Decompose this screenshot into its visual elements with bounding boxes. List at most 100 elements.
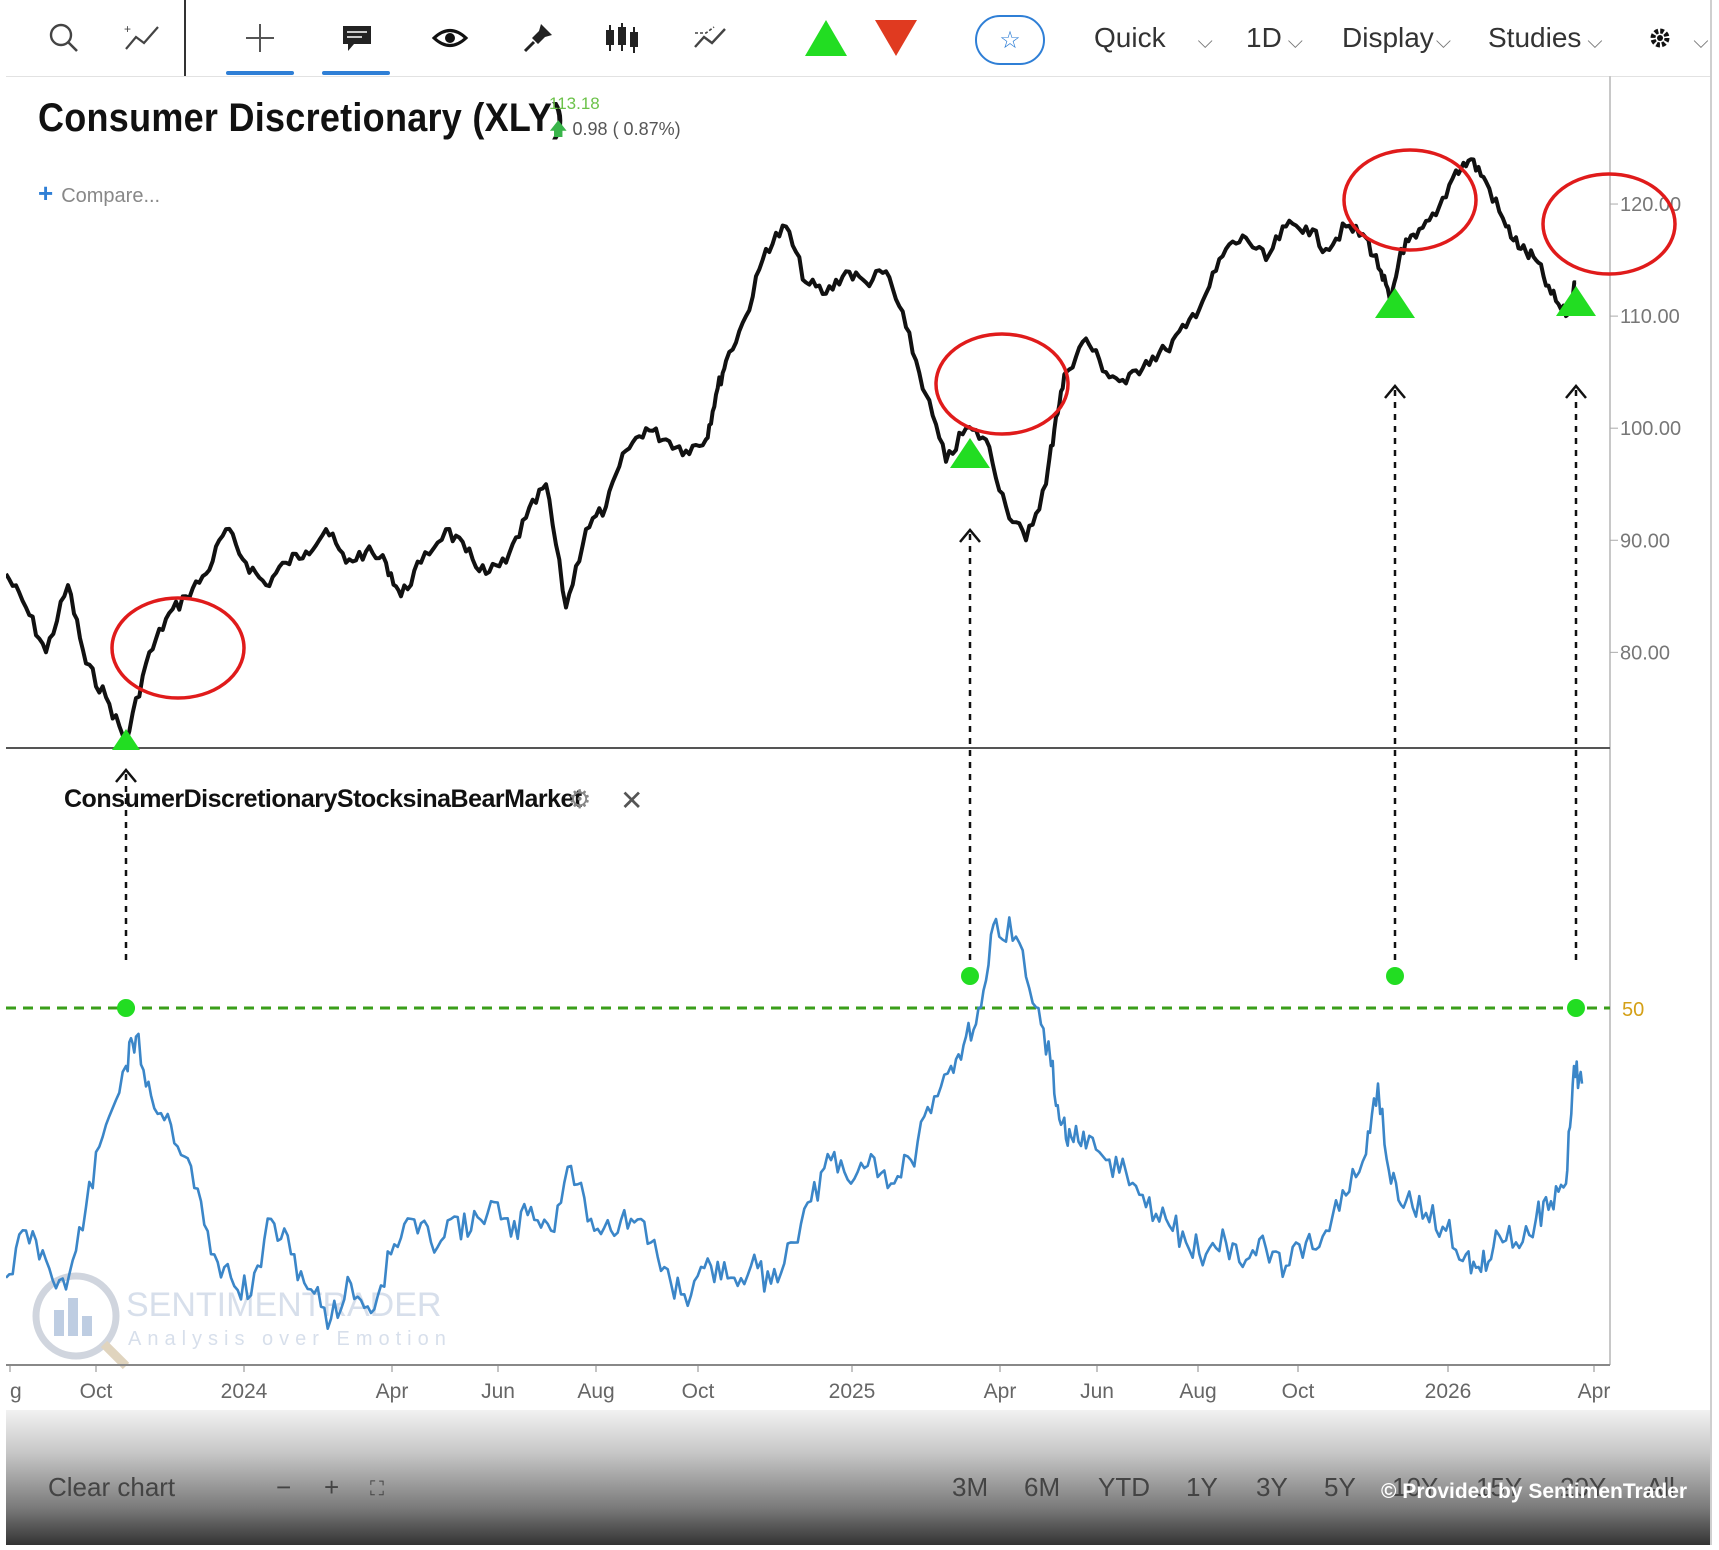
studies-menu[interactable]: Studies ⌵ [1488, 14, 1603, 62]
range-1y[interactable]: 1Y [1186, 1472, 1218, 1502]
chart-window: + ☆ Quick ⌵ 1D ⌵ Display ⌵ [6, 0, 1712, 1545]
bottom-bar [6, 1410, 1710, 1545]
comment-active-indicator [322, 71, 390, 75]
range-10y[interactable]: 10Y [1392, 1472, 1439, 1502]
chevron-down-icon: ⌵ [1197, 30, 1213, 53]
gear-icon[interactable] [1640, 14, 1680, 62]
range-5y[interactable]: 5Y [1324, 1472, 1356, 1502]
search-icon[interactable] [42, 14, 86, 62]
more-chevron-icon[interactable]: ⌵ [1693, 30, 1709, 53]
buy-signal-triangle [112, 729, 140, 750]
x-tick-label: Oct [80, 1380, 113, 1403]
study-close-icon[interactable]: ✕ [620, 785, 644, 816]
x-tick-label: 2025 [829, 1380, 876, 1403]
signal-arrowhead-icon [115, 768, 137, 783]
candlestick-icon[interactable] [598, 14, 646, 62]
highlight-circle [1342, 148, 1478, 252]
range-3y[interactable]: 3Y [1256, 1472, 1288, 1502]
threshold-label: 50 [1622, 999, 1644, 1021]
crosshair-icon[interactable] [238, 14, 282, 62]
x-tick-label: g [10, 1380, 22, 1403]
compare-button[interactable]: + Compare... [38, 178, 160, 209]
buy-signal-icon[interactable] [800, 14, 852, 62]
x-tick-label: Aug [1179, 1380, 1216, 1403]
highlight-circle [1541, 172, 1677, 276]
signal-arrowhead-icon [959, 528, 981, 543]
zoom-in-button[interactable]: + [324, 1472, 340, 1502]
study-settings-gear-icon[interactable]: ⚙ [568, 784, 592, 814]
watermark-tagline: Analysis over Emotion [128, 1328, 452, 1350]
compare-label: Compare... [61, 185, 161, 207]
star-icon: ☆ [999, 26, 1021, 54]
x-tick-label: 2024 [221, 1380, 268, 1403]
pin-icon[interactable] [516, 14, 560, 62]
indicator-series-line [6, 916, 1584, 1330]
range-6m[interactable]: 6M [1024, 1472, 1061, 1502]
range-3m[interactable]: 3M [952, 1472, 989, 1502]
zoom-out-button[interactable]: − [276, 1472, 292, 1502]
sell-signal-icon[interactable] [870, 14, 922, 62]
x-tick-label: Apr [376, 1380, 409, 1403]
range-ytd[interactable]: YTD [1098, 1472, 1150, 1502]
price-tick-label: 80.00 [1620, 642, 1670, 664]
chevron-down-icon: ⌵ [1435, 30, 1451, 53]
price-change: 🡅 0.98 ( 0.87%) [549, 117, 681, 147]
interval-label: 1D [1246, 22, 1282, 53]
display-menu[interactable]: Display ⌵ [1342, 14, 1451, 62]
x-tick-label: Aug [577, 1380, 614, 1403]
favorite-button[interactable]: ☆ [975, 15, 1045, 65]
buy-signal-triangle [1375, 288, 1415, 318]
x-tick-label: Apr [984, 1380, 1017, 1403]
fullscreen-icon[interactable]: ⛶ [370, 1478, 384, 1500]
toolbar-separator [184, 0, 186, 76]
svg-text:+: + [124, 22, 131, 36]
highlight-circle [934, 332, 1070, 436]
plus-icon: + [38, 178, 54, 208]
watermark-brand: SENTIMENTRADER [126, 1286, 441, 1324]
signal-dot [961, 967, 979, 985]
crosshair-active-indicator [226, 71, 294, 75]
range-20y[interactable]: 20Y [1560, 1472, 1607, 1502]
arrow-up-icon: 🡅 [549, 119, 568, 139]
price-tick-label: 100.00 [1620, 418, 1681, 440]
highlight-circle [110, 596, 246, 700]
range-15y[interactable]: 15Y [1476, 1472, 1523, 1502]
studies-label: Studies [1488, 22, 1582, 53]
buy-signal-triangle [950, 438, 990, 468]
x-tick-label: Apr [1578, 1380, 1611, 1403]
x-tick-label: Jun [1080, 1380, 1114, 1403]
quick-label: Quick [1094, 22, 1166, 53]
clear-chart-button[interactable]: Clear chart [48, 1472, 176, 1502]
buy-signal-triangle [1556, 286, 1596, 316]
x-tick-label: Oct [1282, 1380, 1315, 1403]
signal-arrowhead-icon [1384, 384, 1406, 399]
price-change-value: 0.98 ( 0.87%) [572, 119, 681, 139]
x-tick-label: Jun [481, 1380, 515, 1403]
signal-dot [1386, 967, 1404, 985]
signal-arrowhead-icon [1565, 384, 1587, 399]
price-tick-label: 110.00 [1620, 306, 1680, 328]
chart-canvas[interactable]: SENTIMENTRADER Analysis over Emotion 120… [6, 0, 1712, 1410]
price-tick-label: 90.00 [1620, 530, 1670, 552]
toolbar: + ☆ Quick ⌵ 1D ⌵ Display ⌵ [6, 0, 1710, 77]
interval-menu[interactable]: 1D ⌵ [1246, 14, 1303, 62]
watermark: SENTIMENTRADER Analysis over Emotion [32, 1272, 452, 1370]
draw-line-icon[interactable]: + [120, 14, 164, 62]
x-tick-label: 2026 [1425, 1380, 1472, 1403]
study-title: ConsumerDiscretionaryStocksinaBearMarket [64, 785, 582, 813]
last-price: 113.18 [549, 94, 600, 113]
eye-icon[interactable] [426, 14, 474, 62]
price-series-line [6, 157, 1577, 744]
signal-dot [1567, 999, 1585, 1017]
display-label: Display [1342, 22, 1434, 53]
quick-menu[interactable]: Quick ⌵ [1094, 14, 1213, 62]
signal-dot [117, 999, 135, 1017]
range-all[interactable]: All [1646, 1472, 1675, 1502]
credit-text: © Provided by SentimenTrader [1381, 1480, 1688, 1503]
chart-title: Consumer Discretionary (XLY) [38, 96, 565, 140]
chevron-down-icon: ⌵ [1287, 30, 1303, 53]
trend-icon[interactable] [688, 14, 732, 62]
x-tick-label: Oct [682, 1380, 715, 1403]
comment-icon[interactable] [335, 14, 379, 62]
chevron-down-icon: ⌵ [1587, 30, 1603, 53]
